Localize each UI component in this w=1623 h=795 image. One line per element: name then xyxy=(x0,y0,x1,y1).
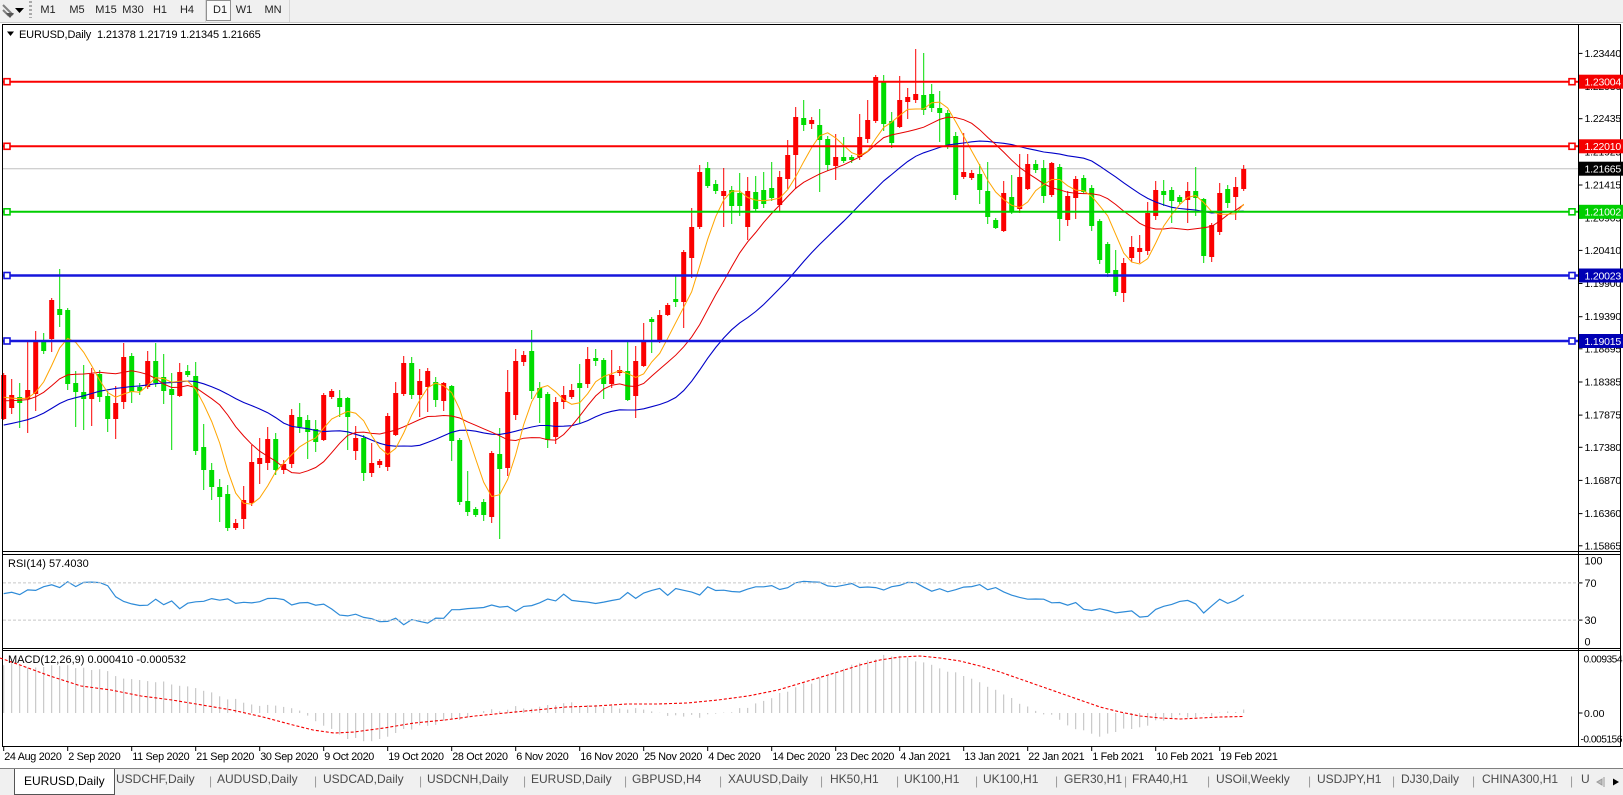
svg-text:1.22010: 1.22010 xyxy=(1585,141,1622,153)
svg-text:1.23440: 1.23440 xyxy=(1585,48,1622,60)
svg-text:1.18385: 1.18385 xyxy=(1585,377,1622,389)
svg-text:1.22435: 1.22435 xyxy=(1585,113,1622,125)
svg-text:13 Jan 2021: 13 Jan 2021 xyxy=(964,751,1020,763)
svg-text:4 Dec 2020: 4 Dec 2020 xyxy=(708,751,761,763)
svg-text:28 Oct 2020: 28 Oct 2020 xyxy=(452,751,508,763)
svg-text:1.19390: 1.19390 xyxy=(1585,311,1622,323)
svg-text:21 Sep 2020: 21 Sep 2020 xyxy=(196,751,254,763)
svg-text:22 Jan 2021: 22 Jan 2021 xyxy=(1028,751,1084,763)
svg-text:6 Nov 2020: 6 Nov 2020 xyxy=(516,751,569,763)
svg-text:1.16870: 1.16870 xyxy=(1585,475,1622,487)
svg-text:2 Sep 2020: 2 Sep 2020 xyxy=(68,751,121,763)
svg-text:1.15865: 1.15865 xyxy=(1585,540,1622,552)
svg-text:1.21002: 1.21002 xyxy=(1585,207,1622,219)
svg-text:30 Sep 2020: 30 Sep 2020 xyxy=(260,751,318,763)
svg-text:0.00: 0.00 xyxy=(1584,708,1605,720)
svg-text:0.009354: 0.009354 xyxy=(1584,655,1623,666)
svg-text:0: 0 xyxy=(1585,637,1591,649)
svg-text:1 Feb 2021: 1 Feb 2021 xyxy=(1092,751,1144,763)
svg-text:25 Nov 2020: 25 Nov 2020 xyxy=(644,751,702,763)
svg-text:EURUSD,Daily 1.21378 1.21719: EURUSD,Daily 1.21378 1.21719 1.21345 1.2… xyxy=(19,29,261,41)
svg-text:1.16360: 1.16360 xyxy=(1585,508,1622,520)
svg-text:100: 100 xyxy=(1585,556,1603,568)
svg-text:19 Feb 2021: 19 Feb 2021 xyxy=(1220,751,1278,763)
svg-text:9 Oct 2020: 9 Oct 2020 xyxy=(324,751,374,763)
svg-text:30: 30 xyxy=(1585,615,1597,627)
svg-text:11 Sep 2020: 11 Sep 2020 xyxy=(132,751,189,763)
svg-text:1.19015: 1.19015 xyxy=(1585,336,1622,348)
svg-text:23 Dec 2020: 23 Dec 2020 xyxy=(836,751,894,763)
svg-text:1.23004: 1.23004 xyxy=(1585,77,1622,89)
svg-text:10 Feb 2021: 10 Feb 2021 xyxy=(1156,751,1214,763)
svg-text:1.17875: 1.17875 xyxy=(1585,410,1622,422)
svg-text:RSI(14) 57.4030: RSI(14) 57.4030 xyxy=(8,558,89,570)
svg-text:1.20410: 1.20410 xyxy=(1585,245,1622,257)
svg-text:4 Jan 2021: 4 Jan 2021 xyxy=(900,751,951,763)
svg-text:19 Oct 2020: 19 Oct 2020 xyxy=(388,751,444,763)
svg-text:1.20023: 1.20023 xyxy=(1585,270,1622,282)
svg-text:24 Aug 2020: 24 Aug 2020 xyxy=(4,751,62,763)
svg-text:70: 70 xyxy=(1585,578,1597,590)
svg-text:1.21665: 1.21665 xyxy=(1585,164,1622,176)
svg-text:-0.005156: -0.005156 xyxy=(1581,735,1623,746)
svg-text:MACD(12,26,9) 0.000410 -0.0005: MACD(12,26,9) 0.000410 -0.000532 xyxy=(8,654,186,666)
svg-text:14 Dec 2020: 14 Dec 2020 xyxy=(772,751,830,763)
svg-text:16 Nov 2020: 16 Nov 2020 xyxy=(580,751,638,763)
svg-text:1.21415: 1.21415 xyxy=(1585,180,1622,192)
svg-text:1.17380: 1.17380 xyxy=(1585,442,1622,454)
